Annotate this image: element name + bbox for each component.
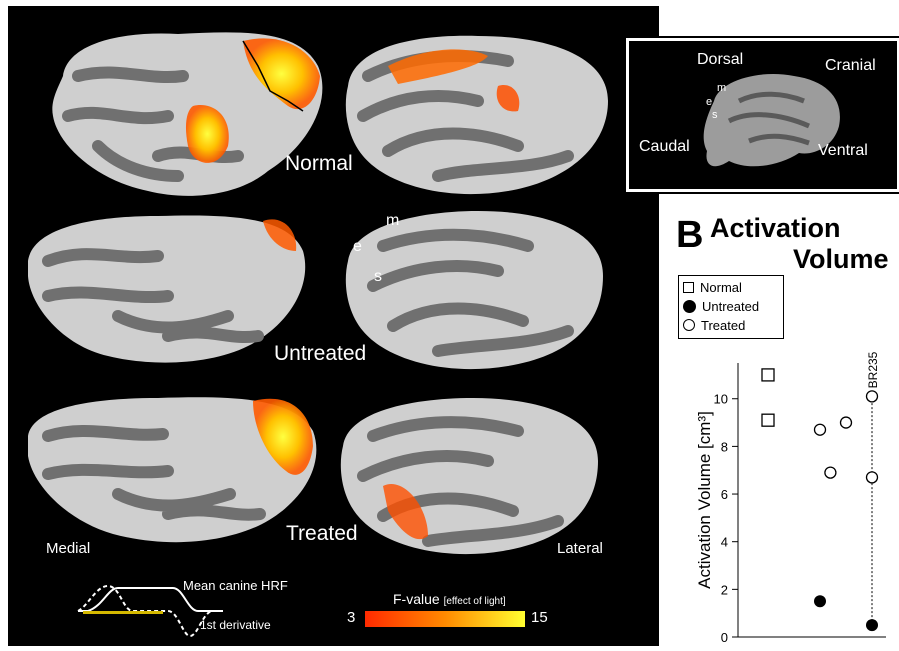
- row-label-untreated: Untreated: [274, 342, 367, 365]
- legend-label-treated: Treated: [701, 317, 746, 333]
- normal-point: [761, 413, 775, 427]
- legend-item-untreated: Untreated: [683, 298, 759, 314]
- treated-point: [865, 390, 879, 403]
- inset-sulcus-e: e: [706, 96, 713, 108]
- direction-ventral: Ventral: [818, 142, 868, 159]
- inset-brain: [703, 73, 840, 167]
- y-axis-label: Activation Volume [cm³]: [695, 411, 714, 589]
- brain-lateral-untreated: [345, 211, 603, 370]
- brain-medial-normal: [52, 32, 323, 196]
- open-circle-marker-icon: [683, 319, 695, 331]
- hrf-derivative-label: 1st derivative: [200, 618, 271, 632]
- legend-label-untreated: Untreated: [702, 298, 760, 314]
- panel-b-title-line2: Volume: [793, 244, 889, 274]
- colorbar: [365, 611, 525, 627]
- treated-point: [839, 416, 853, 429]
- chart-legend: Normal Untreated Treated: [678, 275, 784, 339]
- inset-sulcus-s: s: [712, 109, 718, 121]
- panel-b-letter: B: [676, 214, 704, 256]
- square-marker-icon: [683, 281, 694, 293]
- hrf-diagram: [77, 584, 223, 638]
- colorbar-title: F-value [effect of light]: [393, 591, 506, 607]
- y-tick-label: 8: [721, 439, 728, 454]
- y-tick-label: 4: [721, 535, 728, 550]
- brain-medial-untreated: [28, 215, 306, 363]
- untreated-point: [866, 619, 878, 632]
- panel-a: Normal Untreated Treated m e s Medial La…: [8, 6, 659, 646]
- legend-item-normal: Normal: [683, 279, 742, 295]
- brain-lateral-treated: [340, 398, 598, 555]
- brain-lateral-normal: [345, 35, 608, 195]
- inset-sulcus-m: m: [717, 82, 727, 94]
- treated-point: [824, 466, 837, 479]
- colorbar-max: 15: [531, 609, 548, 626]
- orientation-inset: Dorsal Cranial Caudal Ventral m e s: [624, 36, 899, 194]
- row-label-treated: Treated: [286, 522, 358, 545]
- y-tick-label: 0: [721, 630, 728, 645]
- treated-point: [813, 423, 827, 436]
- sulcus-s: s: [374, 268, 382, 285]
- panel-b-title-line1: Activation: [710, 213, 841, 243]
- colorbar-title-text: F-value: [393, 591, 440, 607]
- colorbar-min: 3: [347, 609, 356, 626]
- row-label-normal: Normal: [285, 152, 353, 175]
- sulcus-e: e: [353, 238, 362, 255]
- y-tick-label: 10: [714, 392, 728, 407]
- filled-circle-marker-icon: [683, 299, 696, 313]
- pair-label: BR235: [866, 351, 880, 388]
- direction-caudal: Caudal: [639, 138, 690, 155]
- direction-dorsal: Dorsal: [697, 51, 744, 68]
- view-label-lateral: Lateral: [557, 540, 603, 557]
- legend-label-normal: Normal: [700, 279, 742, 295]
- stimulus-bar: [83, 611, 163, 614]
- direction-cranial: Cranial: [825, 57, 876, 74]
- colorbar-subtitle: [effect of light]: [443, 596, 506, 607]
- brain-medial-treated: [28, 397, 317, 543]
- legend-item-treated: Treated: [683, 317, 745, 333]
- brain-surfaces: [28, 32, 608, 638]
- y-tick-label: 2: [721, 582, 728, 597]
- untreated-point: [814, 595, 826, 608]
- normal-point: [761, 368, 775, 382]
- hrf-mean-label: Mean canine HRF: [183, 578, 288, 593]
- y-tick-label: 6: [721, 487, 728, 502]
- treated-point: [865, 471, 879, 484]
- view-label-medial: Medial: [46, 540, 91, 557]
- sulcus-m: m: [386, 212, 400, 229]
